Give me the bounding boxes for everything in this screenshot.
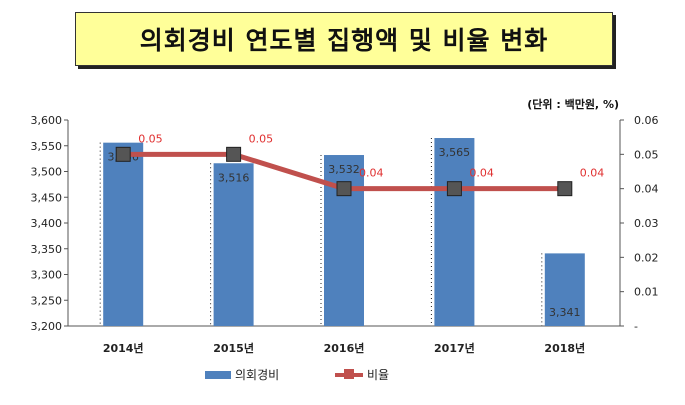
x-tick-label: 2014년 <box>103 341 144 355</box>
chart-title-box: 의회경비 연도별 집행액 및 비율 변화 <box>75 12 613 66</box>
legend-bar-label: 의회경비 <box>235 368 280 382</box>
x-tick-label: 2015년 <box>213 341 254 355</box>
right-tick-label: 0.02 <box>634 251 659 264</box>
left-tick-label: 3,600 <box>31 114 63 127</box>
right-tick-label: 0.03 <box>634 217 659 230</box>
ratio-data-label: 0.04 <box>469 167 494 180</box>
bar <box>324 155 364 326</box>
x-tick-label: 2016년 <box>324 341 365 355</box>
bar-data-label: 3,532 <box>328 163 360 176</box>
left-tick-label: 3,350 <box>31 243 63 256</box>
legend-bar: 의회경비 <box>205 366 279 383</box>
legend-line-swatch <box>335 368 363 379</box>
legend-bar-swatch <box>205 370 231 379</box>
bar <box>103 142 144 326</box>
left-tick-label: 3,300 <box>31 269 63 282</box>
bar-data-label: 3,565 <box>439 146 471 159</box>
ratio-marker <box>115 146 131 162</box>
left-tick-label: 3,250 <box>31 294 63 307</box>
chart-title: 의회경비 연도별 집행액 및 비율 변화 <box>139 26 549 55</box>
legend-line-label: 비율 <box>367 368 390 382</box>
bar-data-label: 3,516 <box>218 171 250 184</box>
ratio-data-label: 0.04 <box>359 167 384 180</box>
right-tick-label: 0.06 <box>634 114 659 127</box>
unit-label: (단위 : 백만원, %) <box>527 98 619 111</box>
legend-line: 비율 <box>335 366 389 383</box>
x-tick-label: 2017년 <box>434 341 475 355</box>
ratio-data-label: 0.04 <box>580 167 605 180</box>
bar <box>544 253 585 326</box>
left-tick-label: 3,450 <box>31 191 63 204</box>
bar-data-label: 3,341 <box>549 306 581 319</box>
left-tick-label: 3,200 <box>31 320 63 333</box>
right-tick-label: 0.01 <box>634 286 659 299</box>
ratio-data-label: 0.05 <box>249 132 274 145</box>
ratio-data-label: 0.05 <box>138 132 163 145</box>
left-tick-label: 3,500 <box>31 166 63 179</box>
right-tick-label: 0.04 <box>634 183 659 196</box>
ratio-marker <box>446 181 462 197</box>
left-tick-label: 3,550 <box>31 140 63 153</box>
right-tick-label: 0.05 <box>634 148 659 161</box>
bar <box>434 138 475 326</box>
left-tick-label: 3,400 <box>31 217 63 230</box>
ratio-marker <box>557 181 573 197</box>
bar <box>213 163 254 326</box>
ratio-marker <box>226 146 242 162</box>
right-tick-label: - <box>634 320 638 333</box>
x-tick-label: 2018년 <box>544 341 585 355</box>
ratio-marker <box>336 181 352 197</box>
